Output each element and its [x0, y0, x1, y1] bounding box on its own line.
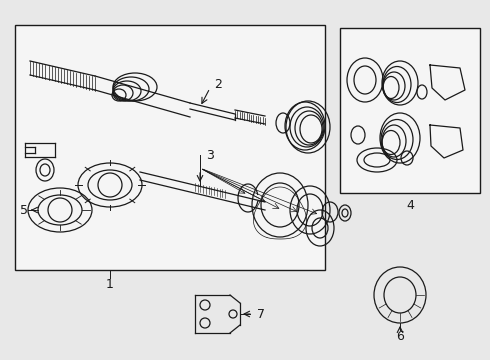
Bar [15, 25, 325, 270]
Text: 7: 7 [257, 307, 265, 320]
Text: 6: 6 [396, 329, 404, 342]
Text: 1: 1 [106, 279, 114, 292]
Text: 3: 3 [206, 149, 214, 162]
Text: 2: 2 [214, 77, 222, 90]
Text: 4: 4 [406, 198, 414, 212]
Bar [340, 28, 480, 193]
Text: 5: 5 [20, 203, 28, 216]
